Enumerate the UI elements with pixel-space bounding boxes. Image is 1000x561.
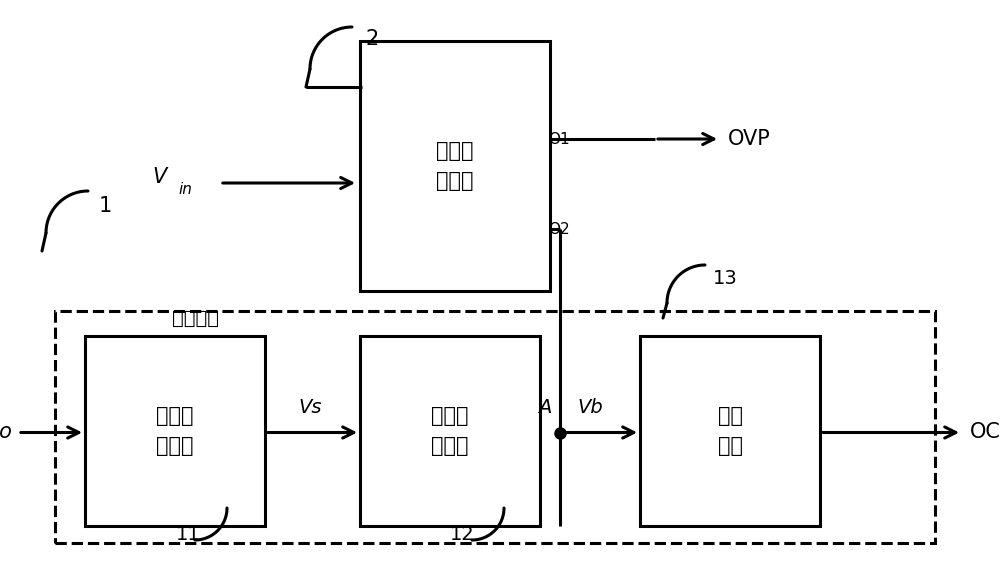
Text: 1: 1 xyxy=(98,196,112,216)
Text: O1: O1 xyxy=(548,131,570,146)
Bar xyxy=(55,311,935,543)
Text: Vs: Vs xyxy=(298,398,322,417)
Text: 2: 2 xyxy=(365,29,379,49)
Text: O2: O2 xyxy=(548,222,570,237)
Text: OCP: OCP xyxy=(970,422,1000,443)
Bar xyxy=(85,336,265,526)
Text: OVP: OVP xyxy=(728,129,771,149)
Text: V: V xyxy=(152,167,166,187)
Text: 反馈
电路: 反馈 电路 xyxy=(718,406,743,456)
Bar xyxy=(640,336,820,526)
Text: in: in xyxy=(178,182,192,196)
Text: Vb: Vb xyxy=(577,398,603,417)
Text: A: A xyxy=(538,398,552,417)
Text: 限流电路: 限流电路 xyxy=(172,309,219,328)
Text: Io: Io xyxy=(0,422,12,443)
Text: 12: 12 xyxy=(450,526,474,545)
Text: 过压保
护电路: 过压保 护电路 xyxy=(436,141,474,191)
Text: 13: 13 xyxy=(713,269,737,288)
Bar xyxy=(360,41,550,291)
Text: 电平检
测电路: 电平检 测电路 xyxy=(431,406,469,456)
Text: 电流检
测电路: 电流检 测电路 xyxy=(156,406,194,456)
Bar xyxy=(360,336,540,526)
Text: 11: 11 xyxy=(176,526,200,545)
